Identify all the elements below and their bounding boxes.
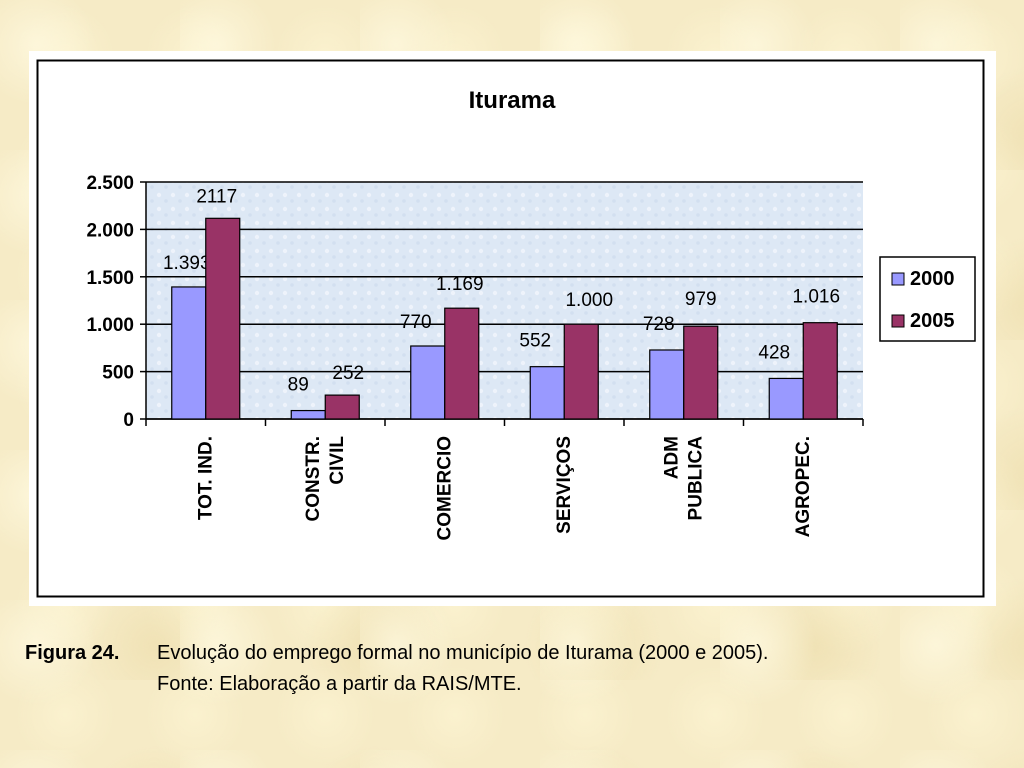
bar-2000 [768,377,804,420]
data-label: 770 [400,312,432,333]
y-tick-label: 2.000 [86,220,134,241]
bar-2005 [802,322,838,420]
bar-2000 [290,409,326,420]
data-label: 1.169 [436,274,484,295]
data-label: 728 [643,314,675,335]
bar-chart: Iturama 0 500 1.000 1.500 2.000 2.500 1.393 2117… [36,59,985,598]
figure-caption: Evolução do emprego formal no município … [157,642,769,664]
x-tick-label-line: CONSTR. [303,436,324,522]
x-tick-label-line: TOT. IND. [195,436,216,520]
bar-2005 [444,307,480,420]
y-tick-label: 1.000 [86,315,134,336]
data-label: 979 [685,289,717,310]
x-tick-label: CONSTR. CIVIL [303,436,348,522]
legend-swatch-2000 [891,272,905,286]
bar-2000 [410,345,446,420]
x-tick-label-line: PUBLICA [685,436,706,521]
bar-2000 [649,349,685,420]
chart-frame [36,59,985,598]
y-tick-label: 1.500 [86,268,134,289]
bar-2000 [529,366,565,420]
x-tick-label-line: CIVIL [327,436,348,485]
x-tick-label-line: AGROPEC. [793,436,814,537]
y-tick-label: 0 [123,410,134,431]
chart-panel: Iturama 0 500 1.000 1.500 2.000 2.500 1.393 2117… [29,51,996,606]
bar-2000 [171,286,207,420]
data-label: 1.000 [565,290,613,311]
x-tick-label-line: ADM [661,436,682,479]
bar-2005 [683,325,719,420]
y-tick-label: 2.500 [86,173,134,194]
data-label: 1.016 [792,287,840,308]
bar-2005 [324,394,360,420]
chart-title: Iturama [469,87,556,114]
x-tick-label-line: COMERCIO [434,436,455,541]
legend-label: 2005 [910,310,955,332]
data-label: 428 [758,342,790,363]
data-label: 1.393 [163,253,211,274]
x-tick-label: TOT. IND. [195,436,216,520]
legend-label: 2000 [910,268,955,290]
x-tick-label: SERVIÇOS [554,436,575,534]
data-label: 2117 [196,186,237,207]
figure-source: Fonte: Elaboração a partir da RAIS/MTE. [157,673,522,695]
bar-2005 [205,217,241,420]
data-label: 552 [519,331,551,352]
y-tick-label: 500 [102,363,134,384]
x-tick-label: AGROPEC. [793,436,814,537]
x-tick-label: COMERCIO [434,436,455,541]
data-label: 252 [332,363,364,384]
bar-2005 [563,323,599,420]
figure-label: Figura 24. [25,642,120,664]
x-tick-label-line: SERVIÇOS [554,436,575,534]
legend-swatch-2005 [891,314,905,328]
plot-area [146,182,863,419]
x-tick-label: ADM PUBLICA [661,436,706,521]
data-label: 89 [288,375,309,396]
